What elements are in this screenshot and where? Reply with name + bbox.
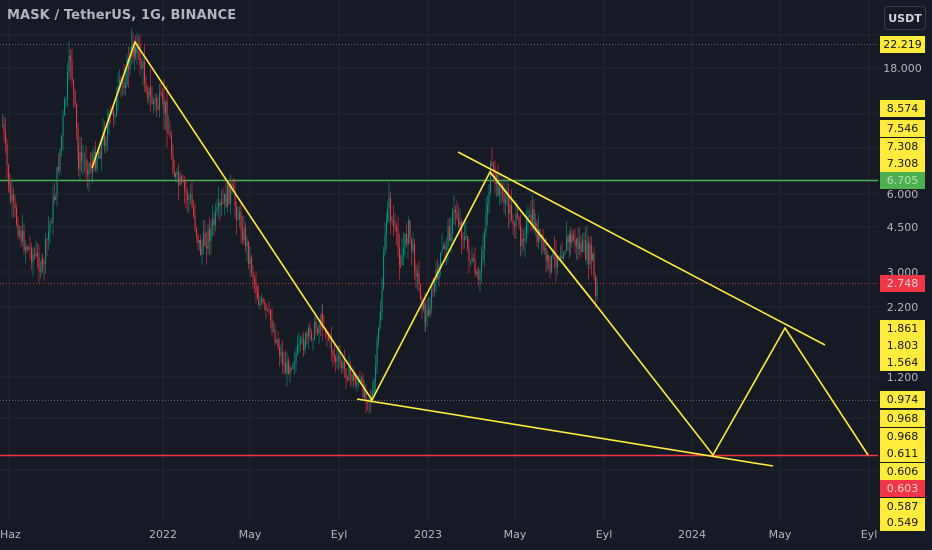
level-price-label-red: 0.603 bbox=[880, 480, 925, 497]
drawing-price-label: 1.803 bbox=[880, 337, 925, 354]
time-tick-label: Eyl bbox=[860, 528, 878, 541]
drawing-price-label: 0.968 bbox=[880, 428, 925, 445]
drawing-price-label: 0.974 bbox=[880, 391, 925, 408]
drawing-price-label: 7.546 bbox=[880, 120, 925, 137]
level-price-label-red: 2.748 bbox=[880, 275, 925, 292]
time-tick-label: 2022 bbox=[149, 528, 177, 541]
drawing-price-label: 1.564 bbox=[880, 354, 925, 371]
time-tick-label: May bbox=[238, 528, 262, 541]
time-tick-label: 2023 bbox=[414, 528, 442, 541]
drawing-price-label: 22.219 bbox=[880, 36, 925, 53]
price-tick-label: 18.000 bbox=[883, 62, 922, 75]
price-tick-label: 2.200 bbox=[886, 301, 919, 314]
drawing-price-label: 7.308 bbox=[880, 155, 925, 172]
drawing-price-label: 8.574 bbox=[880, 100, 925, 117]
time-tick-label: May bbox=[503, 528, 527, 541]
drawing-price-label: 7.308 bbox=[880, 138, 925, 155]
time-tick-label: Haz bbox=[0, 528, 21, 541]
price-tick-label: 1.200 bbox=[886, 371, 919, 384]
drawing-price-label: 0.549 bbox=[880, 514, 925, 531]
drawing-price-label: 1.861 bbox=[880, 320, 925, 337]
currency-button[interactable]: USDT bbox=[884, 6, 926, 30]
time-tick-label: Eyl bbox=[330, 528, 348, 541]
level-price-label-green: 6.705 bbox=[880, 172, 925, 189]
symbol-title: MASK / TetherUS, 1G, BINANCE bbox=[7, 8, 237, 23]
drawing-price-label: 0.587 bbox=[880, 498, 925, 515]
time-tick-label: Eyl bbox=[595, 528, 613, 541]
price-tick-label: 4.500 bbox=[886, 221, 919, 234]
trendline-drawings[interactable] bbox=[91, 40, 869, 467]
horizontal-levels bbox=[0, 44, 878, 457]
drawing-price-label: 0.606 bbox=[880, 463, 925, 480]
drawing-price-label: 0.968 bbox=[880, 410, 925, 427]
candlestick-series bbox=[2, 28, 598, 414]
price-tick-label: 6.000 bbox=[886, 188, 919, 201]
drawing-price-label: 0.611 bbox=[880, 445, 925, 462]
grid-lines bbox=[0, 0, 878, 520]
time-tick-label: May bbox=[768, 528, 792, 541]
time-tick-label: 2024 bbox=[678, 528, 706, 541]
